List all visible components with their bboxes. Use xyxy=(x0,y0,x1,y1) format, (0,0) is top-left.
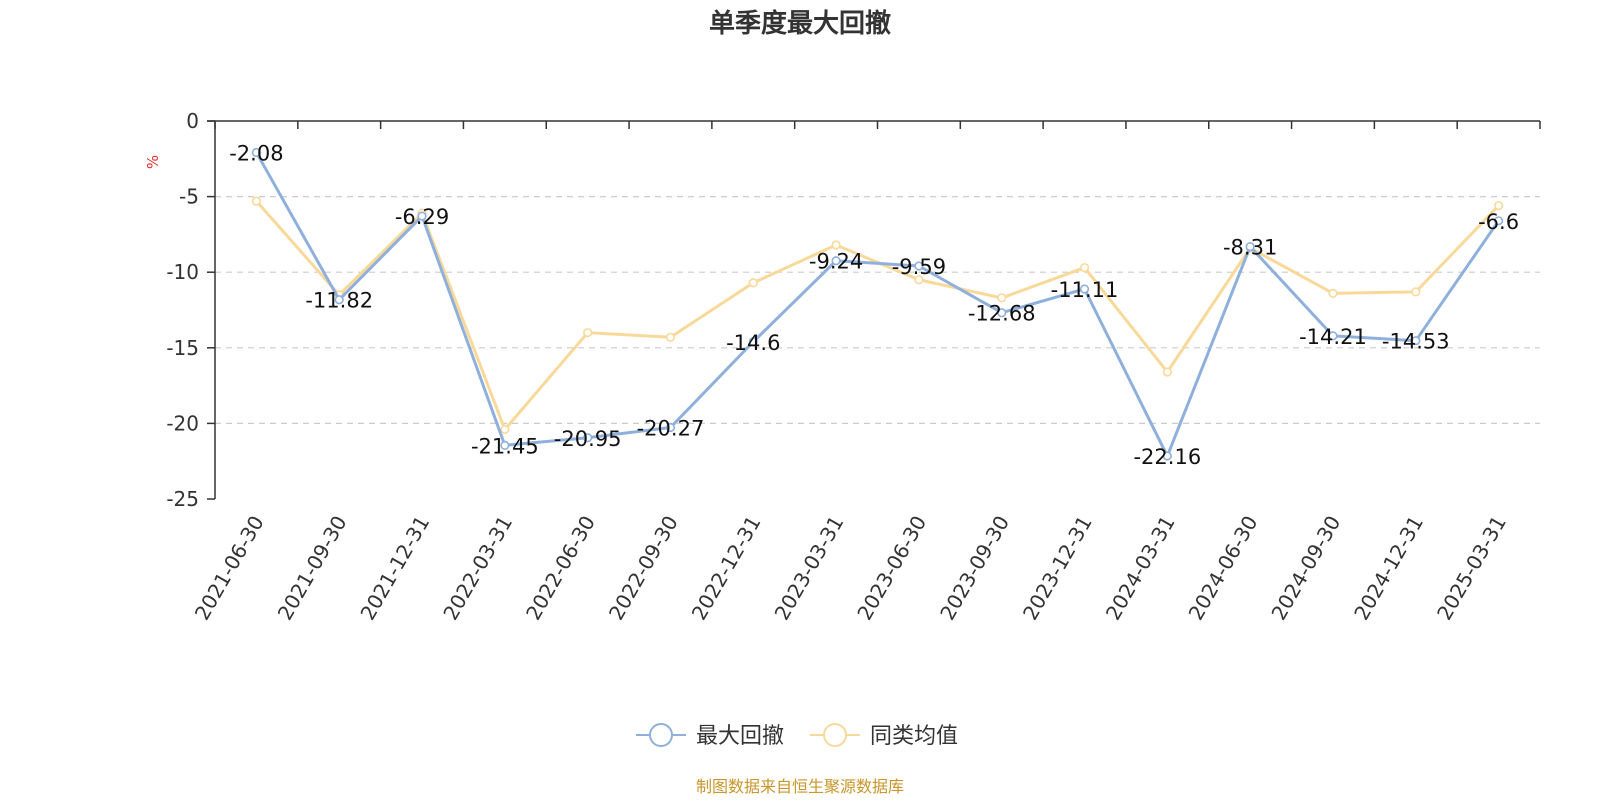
data-point[interactable] xyxy=(914,275,924,285)
data-point[interactable] xyxy=(1162,367,1172,377)
legend-label: 最大回撤 xyxy=(696,724,784,749)
data-label: -11.82 xyxy=(305,289,373,313)
data-point[interactable] xyxy=(334,295,344,305)
x-tick-label: 2021-09-30 xyxy=(273,512,352,625)
data-point[interactable] xyxy=(1162,451,1172,461)
x-tick-label: 2025-03-31 xyxy=(1432,512,1511,625)
legend-item-0[interactable]: 最大回撤 xyxy=(636,723,784,749)
data-point[interactable] xyxy=(1411,336,1421,346)
x-tick-label: 2023-12-31 xyxy=(1018,512,1097,625)
data-label: -12.68 xyxy=(968,302,1036,326)
x-tick-label: 2024-09-30 xyxy=(1266,512,1345,625)
y-tick-label: -10 xyxy=(166,260,199,284)
y-axis-unit: % xyxy=(144,155,162,169)
data-label: -9.24 xyxy=(809,250,863,274)
data-point[interactable] xyxy=(665,422,676,433)
data-point[interactable] xyxy=(1411,287,1421,297)
legend-item-1[interactable]: 同类均值 xyxy=(810,723,958,749)
data-point[interactable] xyxy=(831,240,841,250)
x-tick-label: 2021-06-30 xyxy=(190,512,269,625)
data-point[interactable] xyxy=(665,332,676,342)
x-tick-label: 2024-03-31 xyxy=(1101,512,1180,625)
y-tick-label: -20 xyxy=(166,411,199,435)
y-tick-label: -5 xyxy=(179,185,199,209)
x-tick-label: 2021-12-31 xyxy=(355,512,434,625)
x-tick-label: 2023-09-30 xyxy=(935,512,1014,625)
data-label: -14.6 xyxy=(726,331,780,355)
data-point[interactable] xyxy=(1245,242,1255,252)
legend[interactable]: 最大回撤 同类均值 xyxy=(636,723,958,749)
x-tick-label: 2022-12-31 xyxy=(687,512,766,625)
data-label: -14.53 xyxy=(1382,330,1450,354)
data-point[interactable] xyxy=(831,256,841,266)
data-label: -20.27 xyxy=(637,416,705,440)
data-point[interactable] xyxy=(583,433,593,443)
grid-lines xyxy=(215,196,1540,424)
x-tick-label: 2023-06-30 xyxy=(852,512,931,625)
x-tick-label: 2022-06-30 xyxy=(521,512,600,625)
data-label: -21.45 xyxy=(471,434,539,458)
x-tick-label: 2022-03-31 xyxy=(438,512,517,625)
data-point[interactable] xyxy=(251,196,262,206)
data-label: -14.21 xyxy=(1299,325,1367,349)
data-point[interactable] xyxy=(500,424,510,435)
data-label: -22.16 xyxy=(1133,445,1201,469)
data-point[interactable] xyxy=(500,440,510,450)
data-point[interactable] xyxy=(748,337,758,347)
source-note: 制图数据来自恒生聚源数据库 xyxy=(696,777,904,796)
data-point[interactable] xyxy=(914,261,924,271)
data-point[interactable] xyxy=(1079,284,1090,294)
legend-marker-icon xyxy=(649,723,673,747)
x-tick-label: 2024-06-30 xyxy=(1184,512,1263,625)
chart-title: 单季度最大回撤 xyxy=(709,8,891,39)
x-tick-label: 2024-12-31 xyxy=(1349,512,1428,625)
data-point[interactable] xyxy=(1079,263,1090,273)
data-label: -9.59 xyxy=(892,255,946,279)
data-point[interactable] xyxy=(1493,216,1504,226)
data-point[interactable] xyxy=(997,293,1007,303)
data-point[interactable] xyxy=(417,211,427,221)
legend-label: 同类均值 xyxy=(870,724,958,749)
x-tick-label: 2022-09-30 xyxy=(604,512,683,625)
data-label: -6.29 xyxy=(395,205,449,229)
series-line-0 xyxy=(255,151,1500,458)
x-tick-label: 2023-03-31 xyxy=(770,512,849,625)
data-label: -8.31 xyxy=(1223,236,1277,260)
legend-marker-icon xyxy=(823,723,847,747)
data-label: -2.08 xyxy=(229,141,283,165)
data-point[interactable] xyxy=(1493,201,1504,211)
data-labels: -2.08 -11.82 -6.29 -21.45 -20.95 -20.27 -14.6 -… xyxy=(229,141,1519,469)
data-point[interactable] xyxy=(1328,331,1338,341)
y-tick-label: -15 xyxy=(166,336,199,360)
data-point[interactable] xyxy=(251,147,262,158)
data-point[interactable] xyxy=(1328,288,1338,298)
data-label: -20.95 xyxy=(554,427,622,451)
series-lines xyxy=(251,147,1504,461)
y-tick-label: 0 xyxy=(186,109,199,133)
data-point[interactable] xyxy=(583,328,593,338)
data-point[interactable] xyxy=(748,278,758,288)
data-point[interactable] xyxy=(997,308,1007,318)
data-label: -11.11 xyxy=(1051,278,1119,302)
y-tick-label: -25 xyxy=(166,487,199,511)
data-label: -6.6 xyxy=(1478,210,1519,234)
